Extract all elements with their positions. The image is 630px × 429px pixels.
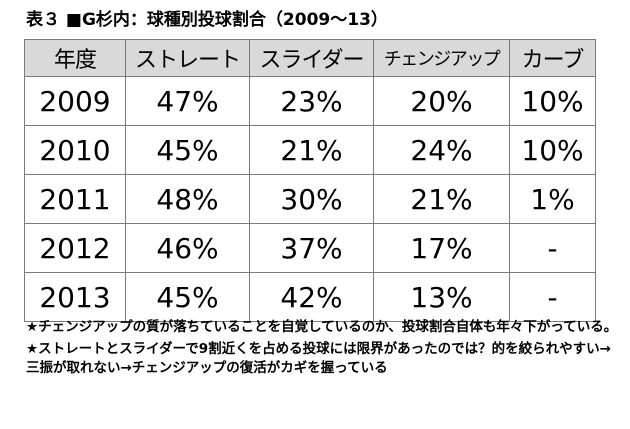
cell-year: 2010 bbox=[24, 125, 126, 175]
header-straight: ストレート bbox=[125, 39, 250, 77]
cell-changeup: 20% bbox=[373, 76, 510, 126]
header-year: 年度 bbox=[24, 39, 126, 77]
cell-curve: 10% bbox=[509, 125, 596, 175]
table-row: 2010 45% 21% 24% 10% bbox=[24, 125, 596, 175]
cell-curve: 1% bbox=[509, 174, 596, 224]
table-row: 2009 47% 23% 20% 10% bbox=[24, 76, 596, 126]
cell-curve: - bbox=[509, 223, 596, 273]
cell-straight: 47% bbox=[125, 76, 250, 126]
pitch-ratio-table: 年度 ストレート スライダー チェンジアップ カーブ 2009 47% 23% … bbox=[24, 39, 596, 322]
cell-curve: - bbox=[509, 272, 596, 322]
header-row: 年度 ストレート スライダー チェンジアップ カーブ bbox=[24, 39, 596, 77]
table-title: 表３ ■G杉内：球種別投球割合（2009～13） bbox=[26, 10, 388, 30]
cell-changeup: 17% bbox=[373, 223, 510, 273]
cell-changeup: 21% bbox=[373, 174, 510, 224]
cell-year: 2011 bbox=[24, 174, 126, 224]
cell-slider: 30% bbox=[249, 174, 374, 224]
cell-year: 2009 bbox=[24, 76, 126, 126]
cell-straight: 48% bbox=[125, 174, 250, 224]
cell-changeup: 24% bbox=[373, 125, 510, 175]
cell-slider: 37% bbox=[249, 223, 374, 273]
header-curve: カーブ bbox=[509, 39, 596, 77]
cell-slider: 42% bbox=[249, 272, 374, 322]
cell-curve: 10% bbox=[509, 76, 596, 126]
table-row: 2011 48% 30% 21% 1% bbox=[24, 174, 596, 224]
cell-slider: 23% bbox=[249, 76, 374, 126]
cell-straight: 45% bbox=[125, 272, 250, 322]
cell-straight: 45% bbox=[125, 125, 250, 175]
cell-changeup: 13% bbox=[373, 272, 510, 322]
notes: ★チェンジアップの質が落ちていることを自覚しているのか、投球割合自体も年々下がっ… bbox=[26, 318, 621, 381]
cell-year: 2013 bbox=[24, 272, 126, 322]
note-straight-slider: ★ストレートとスライダーで9割近くを占める投球には限界があったのでは？的を絞られ… bbox=[26, 341, 611, 376]
cell-slider: 21% bbox=[249, 125, 374, 175]
header-slider: スライダー bbox=[249, 39, 374, 77]
header-changeup: チェンジアップ bbox=[373, 39, 510, 77]
table-row: 2012 46% 37% 17% - bbox=[24, 223, 596, 273]
cell-straight: 46% bbox=[125, 223, 250, 273]
note-changeup: ★チェンジアップの質が落ちていることを自覚しているのか、投球割合自体も年々下がっ… bbox=[26, 319, 618, 335]
table-row: 2013 45% 42% 13% - bbox=[24, 272, 596, 322]
cell-year: 2012 bbox=[24, 223, 126, 273]
